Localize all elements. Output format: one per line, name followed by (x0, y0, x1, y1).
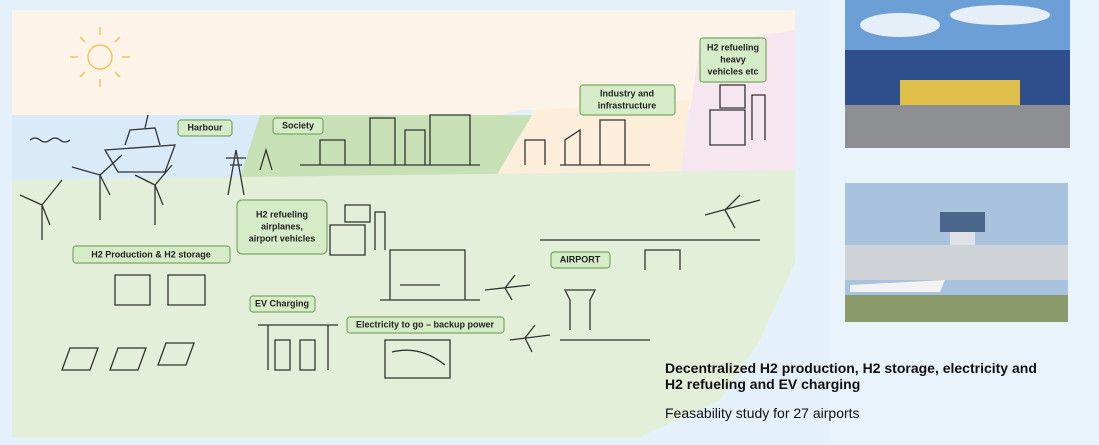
caption-title: H2 refueling and EV charging (665, 376, 860, 392)
industry-zone (495, 100, 690, 178)
pylon-icon (226, 147, 273, 196)
ev-icon (258, 324, 338, 371)
label-box (699, 37, 767, 83)
label: Harbour (187, 122, 223, 132)
label-box (550, 251, 611, 269)
hangar-icon (380, 249, 480, 301)
label: H2 refueling (707, 42, 759, 52)
waves (29, 137, 71, 143)
battery-icon (384, 339, 451, 379)
label: airport vehicles (249, 233, 316, 243)
label: infrastructure (598, 100, 657, 110)
turbines (19, 154, 173, 240)
label: vehicles etc (707, 66, 758, 76)
label-box (72, 245, 231, 264)
label: H2 Production & H2 storage (91, 249, 211, 259)
sky-zone (12, 10, 795, 115)
label-box (236, 199, 328, 255)
ship-icon (103, 114, 176, 173)
label: AIRPORT (560, 254, 601, 264)
label: Industry and (600, 88, 654, 98)
label-box (177, 119, 233, 137)
plane-icons (484, 194, 761, 353)
label-box (346, 316, 505, 334)
label: H2 refueling (256, 209, 308, 219)
label: Society (282, 120, 314, 130)
label: airplanes, (261, 221, 303, 231)
label-box (272, 117, 324, 135)
vehicle-icon (329, 204, 386, 256)
label-box (249, 295, 316, 313)
photo-terminal (845, 0, 1070, 148)
forklift-icon (644, 249, 681, 270)
label-box (579, 84, 676, 116)
storage-icon (114, 274, 206, 306)
solar-icon (61, 342, 195, 371)
truck-icon (709, 84, 766, 146)
sun-icon (70, 27, 130, 87)
caption-subtitle: Feasability study for 27 airports (665, 405, 860, 421)
label: Electricity to go – backup power (356, 319, 495, 329)
city-icon (300, 114, 480, 166)
factory-icon (524, 119, 650, 166)
label: heavy (720, 54, 746, 64)
photo-tower (845, 183, 1068, 322)
ground-zone (12, 170, 795, 437)
label: EV Charging (255, 298, 309, 308)
tower-icon (560, 289, 650, 341)
caption-title: Decentralized H2 production, H2 storage,… (665, 360, 1037, 376)
